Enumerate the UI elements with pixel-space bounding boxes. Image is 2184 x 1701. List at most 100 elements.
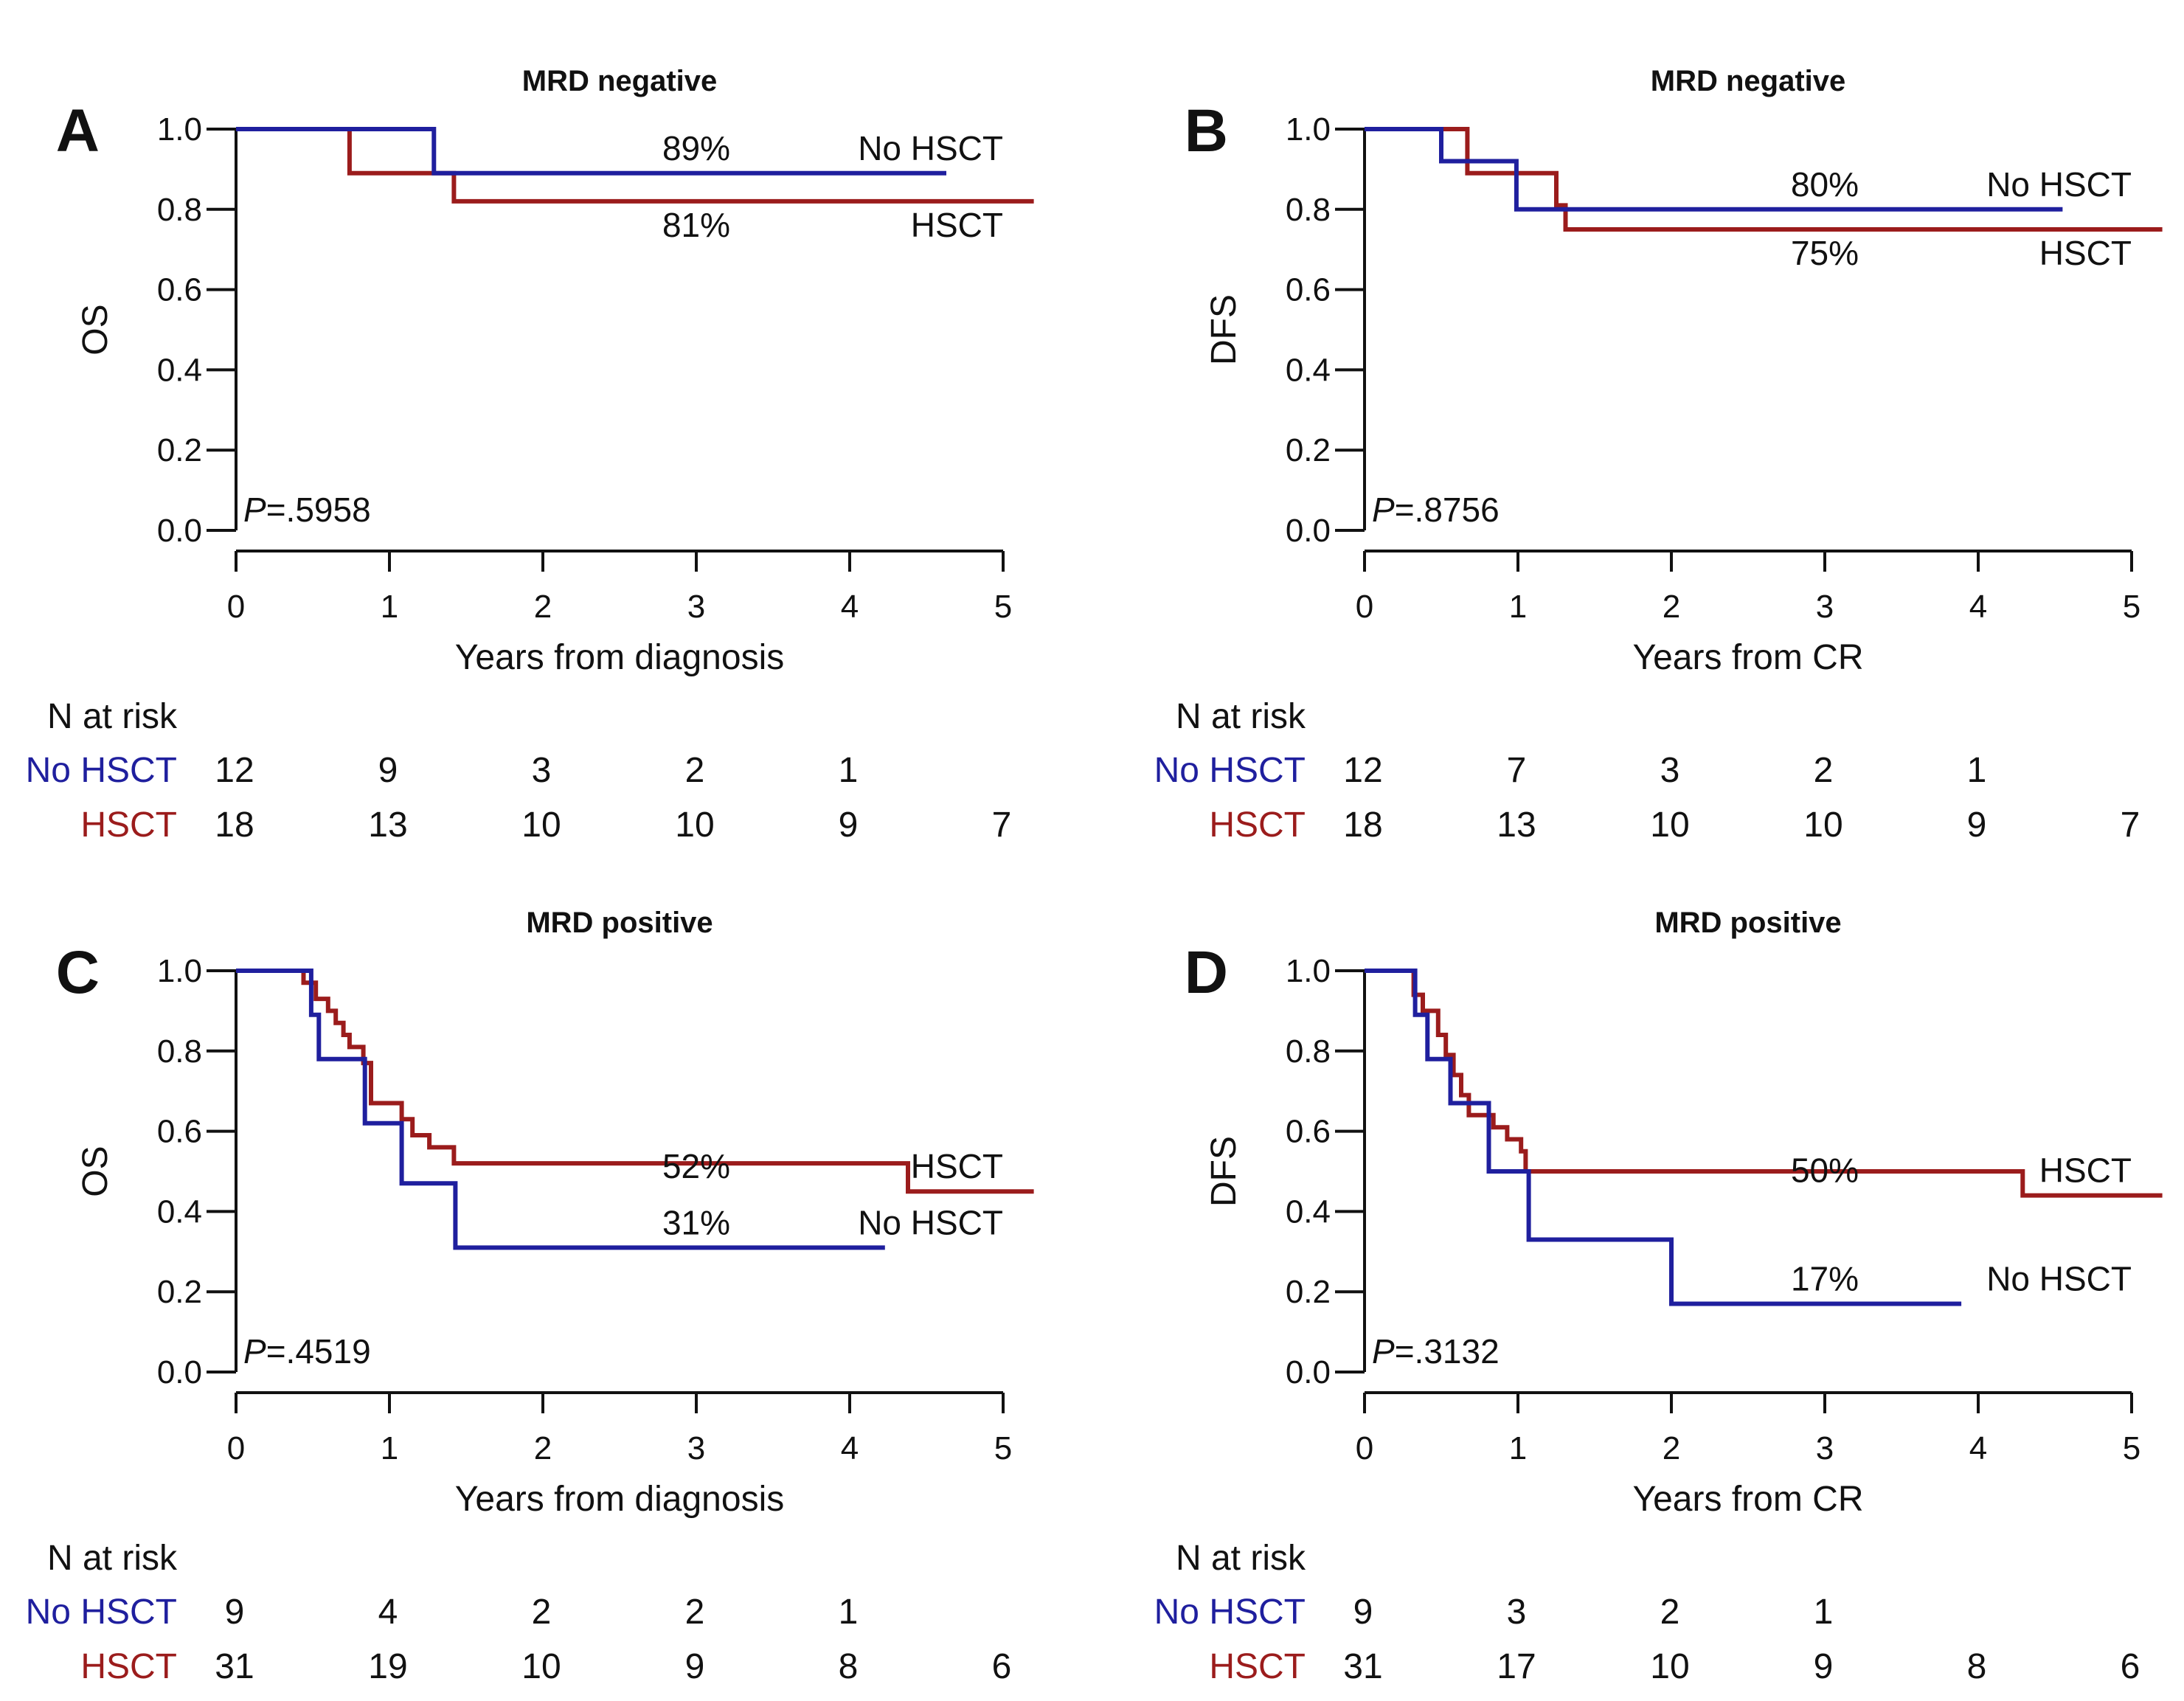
curve-label-no-hsct: No HSCT bbox=[858, 129, 1003, 167]
y-tick-label: 0.4 bbox=[157, 1194, 202, 1230]
x-tick-label: 3 bbox=[1816, 1430, 1834, 1466]
panel-title: MRD negative bbox=[522, 65, 718, 97]
x-axis-label: Years from diagnosis bbox=[455, 1480, 784, 1519]
y-tick-label: 0.8 bbox=[157, 192, 202, 228]
risk-row-label-no-hsct: No HSCT bbox=[26, 1593, 177, 1632]
survival-percent-hsct: 75% bbox=[1791, 234, 1859, 272]
survival-percent-no-hsct: 31% bbox=[662, 1203, 730, 1241]
risk-count: 13 bbox=[368, 806, 407, 845]
risk-count: 7 bbox=[992, 806, 1012, 845]
x-tick-label: 4 bbox=[841, 589, 859, 625]
x-tick-label: 0 bbox=[1356, 1430, 1373, 1466]
y-axis-label: DFS bbox=[1204, 294, 1244, 365]
panel-c: 0.0 0.2 0.4 0.6 0.8 1.0 0 1 2 3 4 5 Years from diagn… bbox=[26, 907, 1034, 1686]
km-curve-no-hsct bbox=[236, 969, 885, 1250]
p-value: P=.5958 bbox=[243, 491, 371, 529]
curve-label-no-hsct: No HSCT bbox=[858, 1203, 1003, 1241]
survival-percent-hsct: 50% bbox=[1791, 1151, 1859, 1190]
curve-label-hsct: HSCT bbox=[911, 206, 1003, 244]
y-tick-label: 0.8 bbox=[1286, 1033, 1331, 1070]
risk-row-label-hsct: HSCT bbox=[80, 806, 177, 845]
risk-count: 2 bbox=[1814, 751, 1834, 790]
panel-letter: A bbox=[56, 97, 100, 164]
risk-count: 18 bbox=[215, 806, 254, 845]
y-tick-label: 0.0 bbox=[157, 1354, 202, 1390]
panel-title: MRD positive bbox=[1654, 907, 1841, 939]
y-tick-label: 1.0 bbox=[1286, 953, 1331, 989]
y-tick-label: 0.8 bbox=[157, 1033, 202, 1070]
risk-count: 1 bbox=[839, 751, 859, 790]
risk-count: 2 bbox=[532, 1593, 552, 1632]
y-tick-label: 1.0 bbox=[157, 953, 202, 989]
curve-label-no-hsct: No HSCT bbox=[1986, 165, 2132, 204]
y-tick-label: 0.0 bbox=[157, 513, 202, 549]
y-tick-label: 0.6 bbox=[1286, 1114, 1331, 1150]
y-tick-label: 0.2 bbox=[1286, 432, 1331, 468]
y-tick-label: 1.0 bbox=[157, 111, 202, 148]
risk-row-label-no-hsct: No HSCT bbox=[1154, 751, 1306, 790]
risk-row-label-hsct: HSCT bbox=[80, 1647, 177, 1686]
y-axis-label: OS bbox=[76, 304, 115, 355]
y-tick-label: 0.6 bbox=[1286, 272, 1331, 308]
km-curve-no-hsct bbox=[1365, 127, 2063, 212]
panel-letter: D bbox=[1185, 939, 1228, 1006]
risk-count: 12 bbox=[1343, 751, 1382, 790]
risk-row-label-hsct: HSCT bbox=[1209, 1647, 1306, 1686]
x-tick-label: 2 bbox=[1663, 1430, 1680, 1466]
x-tick-label: 0 bbox=[227, 1430, 245, 1466]
x-tick-label: 3 bbox=[687, 1430, 705, 1466]
panel-letter: B bbox=[1185, 97, 1228, 164]
x-tick-label: 1 bbox=[1509, 1430, 1527, 1466]
survival-percent-no-hsct: 89% bbox=[662, 129, 730, 167]
curve-label-hsct: HSCT bbox=[2039, 234, 2132, 272]
risk-count: 7 bbox=[1507, 751, 1527, 790]
survival-percent-no-hsct: 17% bbox=[1791, 1260, 1859, 1298]
y-axis-label: OS bbox=[76, 1146, 115, 1196]
risk-count: 9 bbox=[378, 751, 398, 790]
risk-count: 3 bbox=[1660, 751, 1680, 790]
x-tick-label: 4 bbox=[1969, 1430, 1987, 1466]
km-curve-hsct bbox=[236, 969, 1034, 1194]
risk-count: 9 bbox=[1967, 806, 1987, 845]
risk-count: 1 bbox=[1967, 751, 1987, 790]
panel-title: MRD positive bbox=[526, 907, 713, 939]
risk-count: 10 bbox=[521, 1647, 561, 1686]
panel-title: MRD negative bbox=[1651, 65, 1846, 97]
x-tick-label: 2 bbox=[1663, 589, 1680, 625]
risk-row-label-hsct: HSCT bbox=[1209, 806, 1306, 845]
y-tick-label: 0.6 bbox=[157, 1114, 202, 1150]
x-tick-label: 1 bbox=[381, 589, 398, 625]
curve-label-hsct: HSCT bbox=[2039, 1151, 2132, 1190]
risk-table-header: N at risk bbox=[47, 1539, 178, 1578]
risk-count: 17 bbox=[1497, 1647, 1536, 1686]
risk-count: 9 bbox=[225, 1593, 245, 1632]
x-tick-label: 5 bbox=[994, 589, 1012, 625]
y-tick-label: 0.2 bbox=[157, 1274, 202, 1310]
y-axis-label: DFS bbox=[1204, 1136, 1244, 1207]
risk-count: 31 bbox=[215, 1647, 254, 1686]
risk-count: 18 bbox=[1343, 806, 1382, 845]
risk-row-label-no-hsct: No HSCT bbox=[26, 751, 177, 790]
x-tick-label: 4 bbox=[841, 1430, 859, 1466]
risk-count: 9 bbox=[685, 1647, 705, 1686]
curve-label-hsct: HSCT bbox=[911, 1147, 1003, 1185]
x-tick-label: 4 bbox=[1969, 589, 1987, 625]
risk-count: 10 bbox=[1650, 1647, 1689, 1686]
km-curve-hsct bbox=[1365, 127, 2163, 232]
x-axis-label: Years from CR bbox=[1633, 638, 1864, 677]
risk-count: 6 bbox=[992, 1647, 1012, 1686]
x-tick-label: 0 bbox=[1356, 589, 1373, 625]
risk-count: 9 bbox=[1814, 1647, 1834, 1686]
km-curve-no-hsct bbox=[1365, 969, 1962, 1306]
risk-count: 31 bbox=[1343, 1647, 1382, 1686]
p-value: P=.3132 bbox=[1372, 1332, 1500, 1371]
risk-count: 2 bbox=[685, 751, 705, 790]
x-tick-label: 1 bbox=[381, 1430, 398, 1466]
risk-count: 9 bbox=[1353, 1593, 1373, 1632]
risk-count: 7 bbox=[2121, 806, 2140, 845]
x-tick-label: 5 bbox=[2123, 1430, 2140, 1466]
panel-letter: C bbox=[56, 939, 100, 1006]
